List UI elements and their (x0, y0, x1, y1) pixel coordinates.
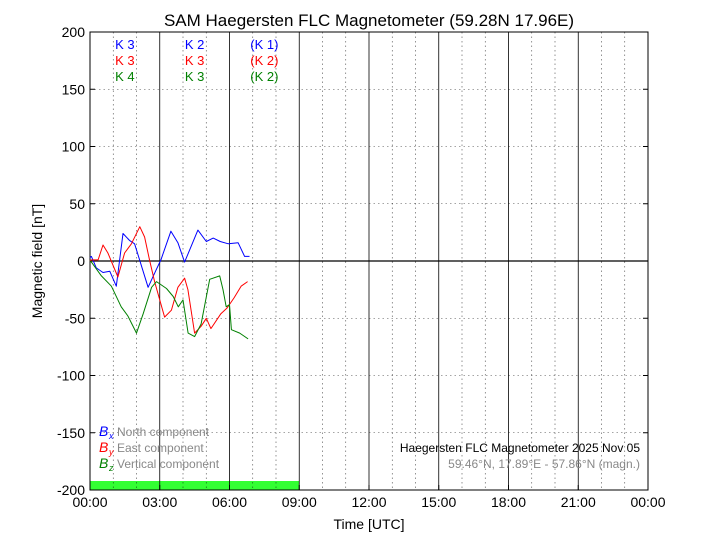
info-coords: 59.46°N, 17.89°E - 57.86°N (magn.) (448, 457, 640, 471)
x-tick-label: 18:00 (491, 494, 526, 510)
k-index-label: (K 1) (250, 37, 278, 52)
x-tick-label: 09:00 (282, 494, 317, 510)
chart-title: SAM Haegersten FLC Magnetometer (59.28N … (164, 11, 574, 30)
legend-symbol: B (99, 423, 108, 439)
y-tick-label: -50 (65, 310, 85, 326)
x-tick-label: 06:00 (212, 494, 247, 510)
y-tick-label: 200 (62, 24, 86, 40)
info-title: Haegersten FLC Magnetometer 2025 Nov 05 (400, 441, 640, 455)
legend-label: Vertical component (117, 457, 220, 471)
y-axis-label: Magnetic field [nT] (29, 204, 45, 318)
y-tick-label: -150 (57, 425, 85, 441)
y-tick-label: 150 (62, 81, 86, 97)
y-tick-label: 100 (62, 139, 86, 155)
k-index-label: K 3 (115, 37, 135, 52)
y-tick-label: 0 (77, 253, 85, 269)
legend-symbol: B (99, 455, 108, 471)
series-z-line (89, 260, 249, 340)
x-tick-label: 00:00 (630, 494, 665, 510)
legend-symbol: B (99, 439, 108, 455)
x-tick-label: 21:00 (561, 494, 596, 510)
x-axis-label: Time [UTC] (333, 516, 404, 532)
data-coverage-bar (90, 481, 300, 490)
k-index-label: K 3 (115, 53, 135, 68)
k-index-label: K 2 (185, 37, 205, 52)
k-index-label: K 3 (185, 53, 205, 68)
y-tick-label: -200 (57, 482, 85, 498)
y-tick-label: -100 (57, 368, 85, 384)
legend-label: East component (117, 441, 204, 455)
legend-subscript: x (108, 431, 114, 441)
series-x-line (89, 229, 250, 288)
x-tick-label: 00:00 (72, 494, 107, 510)
legend-subscript: z (108, 463, 114, 473)
x-tick-label: 15:00 (421, 494, 456, 510)
legend-label: North component (117, 425, 210, 439)
k-index-label: K 4 (115, 69, 135, 84)
series-y-line (89, 226, 248, 334)
k-index-label: (K 2) (250, 53, 278, 68)
x-tick-label: 12:00 (351, 494, 386, 510)
k-index-label: (K 2) (250, 69, 278, 84)
legend-subscript: y (108, 447, 114, 457)
y-tick-label: 50 (69, 196, 85, 212)
k-index-label: K 3 (185, 69, 205, 84)
x-tick-label: 03:00 (142, 494, 177, 510)
